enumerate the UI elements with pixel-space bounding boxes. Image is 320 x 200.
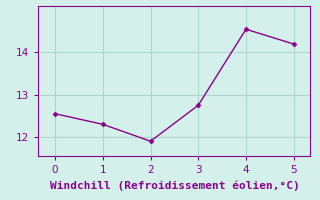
X-axis label: Windchill (Refroidissement éolien,°C): Windchill (Refroidissement éolien,°C) — [50, 181, 299, 191]
